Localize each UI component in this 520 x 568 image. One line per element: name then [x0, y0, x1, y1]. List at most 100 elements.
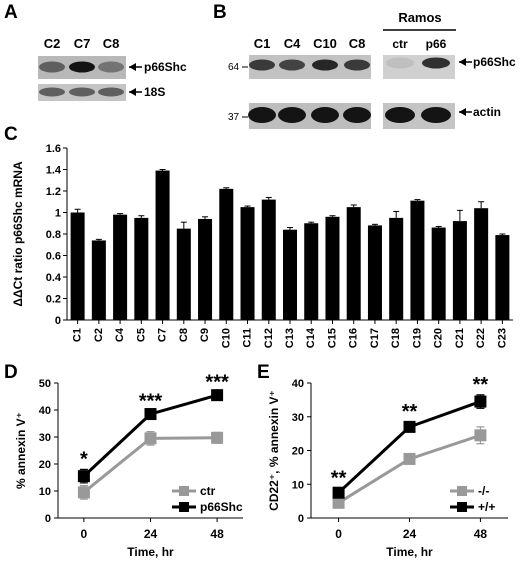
- y-tick-label: 0: [55, 315, 61, 327]
- x-tick-label: 0: [81, 527, 88, 541]
- legend-label: -/-: [478, 484, 489, 498]
- arrow-icon: [459, 108, 466, 116]
- panel-a-blot: C2 C7 C8 p66Shc 18S: [38, 36, 187, 101]
- chart-e: 0 10 20 30 40 0 24 48 Time, hr CD22⁺, % annexin V…: [267, 374, 508, 559]
- blot-band: [312, 59, 338, 71]
- blot-band: [279, 59, 305, 71]
- y-axis-label: ΔΔCt ratio p66Shc mRNA: [11, 161, 25, 307]
- y-tick-label: 30: [39, 432, 51, 444]
- blot-band: [98, 61, 124, 73]
- blot-band: [69, 87, 95, 97]
- panel-e-letter: E: [257, 362, 270, 383]
- significance-label: **: [402, 401, 418, 423]
- significance-label: ***: [205, 371, 229, 393]
- blot-band: [311, 107, 339, 123]
- series-line: [82, 436, 218, 494]
- blot-band: [248, 107, 276, 123]
- lane-label: C8: [349, 36, 366, 51]
- bar: [198, 218, 213, 320]
- x-tick-label: C19: [411, 328, 423, 348]
- x-tick-label: 48: [474, 527, 488, 541]
- y-axis-label: CD22⁺, % annexin V⁺: [267, 390, 281, 511]
- data-point: [332, 486, 345, 499]
- bar: [410, 200, 425, 320]
- data-point: [474, 395, 487, 408]
- ramos-title: Ramos: [398, 10, 441, 25]
- panel-b-blot: C1 C4 C10 C8 64 37 Ramos ctr p66 p66Shc …: [228, 10, 516, 129]
- blot-band: [422, 57, 450, 69]
- x-tick-label: C5: [135, 328, 147, 342]
- legend-marker: [457, 486, 467, 496]
- blot-band: [385, 107, 415, 123]
- significance-label: **: [473, 374, 489, 396]
- panel-b-letter: B: [213, 2, 227, 23]
- data-point: [144, 408, 157, 421]
- legend-label: p66Shc: [200, 500, 243, 514]
- bar: [91, 240, 106, 320]
- mw-marker: 64: [228, 62, 240, 73]
- mw-marker: 37: [228, 112, 240, 123]
- lane-label: ctr: [392, 37, 408, 51]
- arrow-icon: [459, 58, 466, 66]
- bar: [70, 212, 85, 320]
- bar: [431, 227, 446, 320]
- blot-band: [421, 107, 451, 123]
- x-tick-label: 48: [210, 527, 224, 541]
- y-tick-label: 40: [39, 405, 51, 417]
- y-tick-label: 20: [39, 459, 51, 471]
- x-tick-label: C22: [475, 328, 487, 348]
- x-tick-label: C17: [369, 328, 381, 348]
- y-tick-label: 30: [292, 412, 304, 424]
- bar: [495, 235, 510, 320]
- bar: [240, 207, 255, 320]
- significance-label: **: [331, 468, 347, 490]
- data-point: [144, 432, 157, 445]
- blot-band: [386, 57, 414, 69]
- x-tick-label: C11: [242, 328, 254, 348]
- bar: [282, 229, 298, 320]
- y-tick-label: 0.8: [46, 229, 61, 241]
- data-point: [403, 420, 416, 433]
- x-tick-label: C9: [199, 328, 211, 342]
- lane-label: C1: [254, 36, 271, 51]
- x-tick-label: C14: [305, 327, 317, 348]
- bar: [176, 228, 191, 320]
- legend-marker: [179, 502, 189, 512]
- legend-marker: [179, 486, 189, 496]
- lane-label: C7: [74, 36, 91, 51]
- x-tick-label: 0: [335, 527, 342, 541]
- bar: [155, 170, 170, 320]
- bar: [474, 208, 489, 320]
- y-tick-label: 20: [292, 446, 304, 458]
- x-tick-label: C8: [178, 328, 190, 342]
- bar: [134, 217, 149, 320]
- blot-band: [39, 87, 65, 97]
- panel-d-letter: D: [4, 362, 18, 383]
- band-label: p66Shc: [144, 60, 187, 74]
- lane-label: C4: [284, 36, 301, 51]
- lane-label: C8: [103, 36, 120, 51]
- blot-band: [343, 107, 371, 123]
- blot-band: [69, 61, 95, 73]
- bar: [219, 188, 234, 320]
- data-point: [211, 431, 224, 444]
- data-point: [474, 429, 487, 442]
- x-axis-label: Time, hr: [386, 545, 433, 559]
- y-tick-label: 0: [45, 513, 51, 525]
- x-tick-label: C1: [72, 328, 84, 342]
- x-tick-label: C21: [454, 328, 466, 348]
- x-tick-label: C12: [263, 328, 275, 348]
- band-label: 18S: [144, 85, 165, 99]
- x-axis-label: Time, hr: [127, 545, 174, 559]
- blot-band: [98, 87, 124, 97]
- y-axis-label: % annexin V⁺: [14, 412, 28, 489]
- x-tick-label: C7: [157, 328, 169, 342]
- band-label: p66Shc: [473, 55, 516, 69]
- y-tick-label: 0.2: [46, 294, 61, 306]
- x-tick-label: C13: [284, 328, 296, 348]
- x-tick-label: C2: [93, 328, 105, 342]
- x-tick-label: C4: [114, 327, 126, 342]
- data-point: [77, 470, 90, 483]
